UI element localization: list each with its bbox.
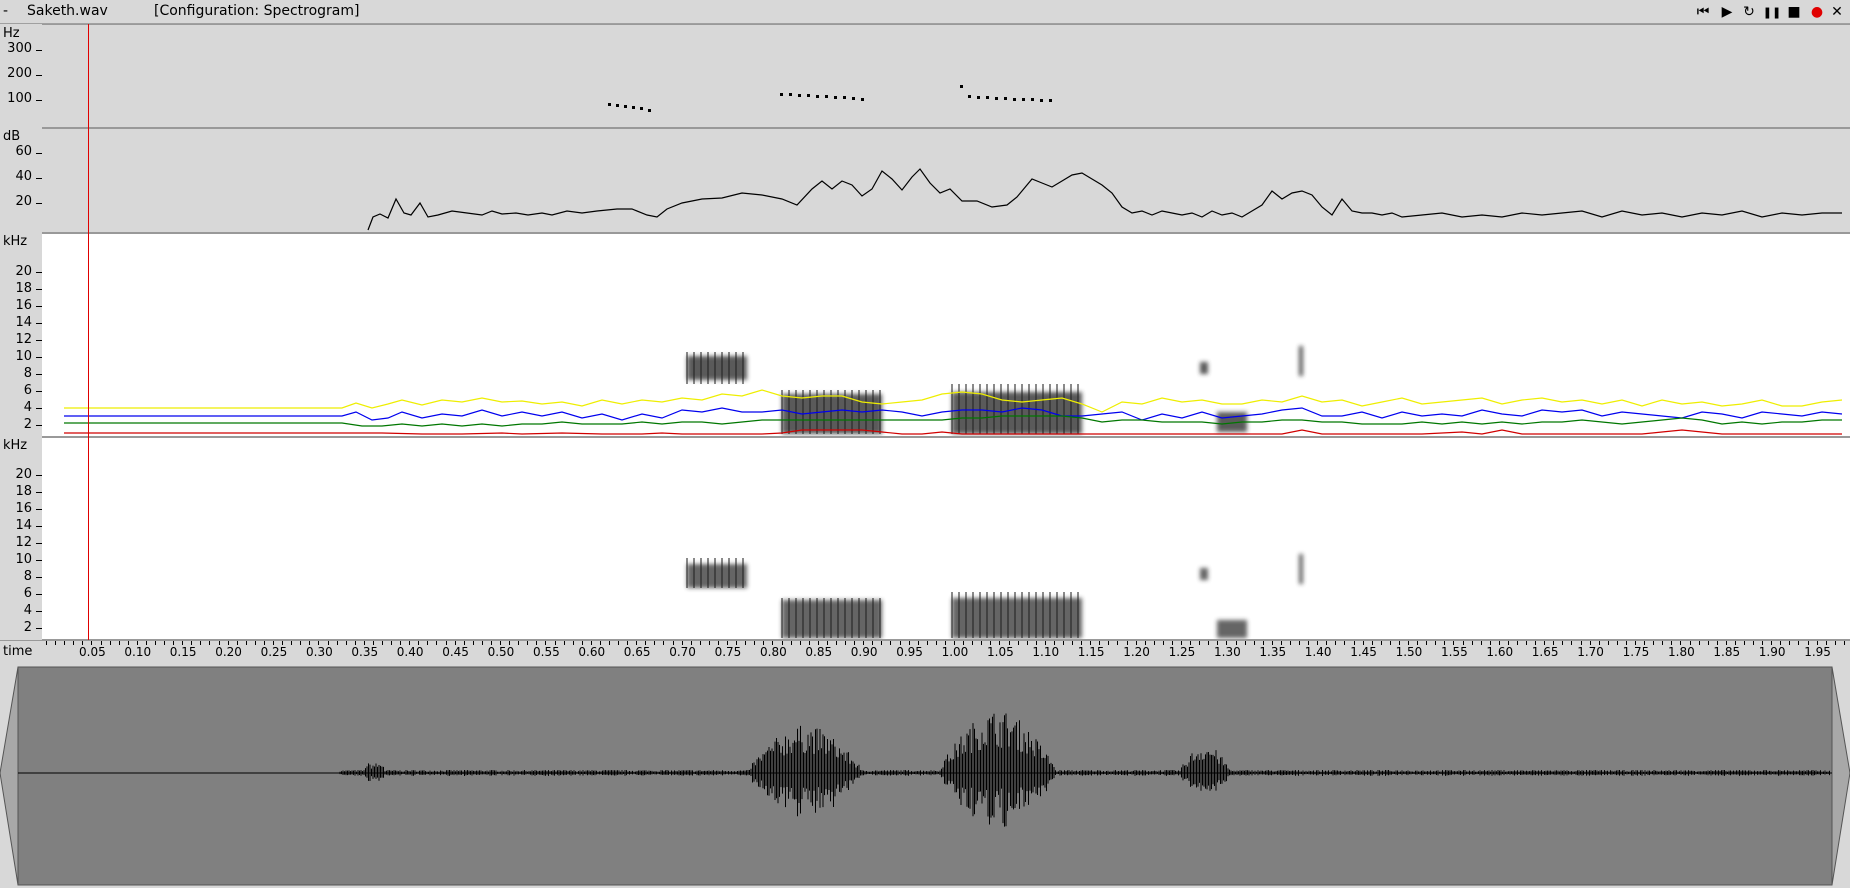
formant-panel: kHz 20 18 16 14 12 10 8 6 4 2 bbox=[0, 233, 1850, 437]
time-tick: 0.40 bbox=[396, 645, 424, 659]
spectrogram-tick: 8 bbox=[23, 569, 32, 584]
intensity-unit: dB bbox=[3, 129, 21, 144]
formant-unit: kHz bbox=[3, 234, 28, 249]
pause-icon[interactable]: ❚❚ bbox=[1762, 5, 1782, 19]
time-tick: 1.00 bbox=[941, 645, 969, 659]
formants-tick: 10 bbox=[15, 349, 32, 364]
time-axis-label: time bbox=[3, 644, 33, 659]
time-tick: 1.20 bbox=[1123, 645, 1150, 659]
record-icon[interactable]: ● bbox=[1810, 4, 1824, 20]
time-tick: 0.95 bbox=[896, 645, 923, 659]
title-bar: - Saketh.wav [Configuration: Spectrogram… bbox=[0, 0, 1850, 24]
intensity-tick: 40 bbox=[15, 169, 32, 184]
time-tick: 1.65 bbox=[1531, 645, 1559, 659]
spectrogram-unit: kHz bbox=[3, 438, 28, 453]
intensity-contour bbox=[367, 168, 1842, 231]
formants-tick: 18 bbox=[15, 281, 32, 296]
formant-spectrogram bbox=[64, 346, 1843, 435]
formants-tick: 16 bbox=[15, 298, 32, 313]
formants-tick: 8 bbox=[23, 366, 32, 381]
time-tick: 1.30 bbox=[1214, 645, 1241, 659]
spectrogram-tick: 20 bbox=[15, 467, 32, 482]
time-tick: 0.55 bbox=[533, 645, 560, 659]
time-tick: 0.85 bbox=[805, 645, 833, 659]
formants-tick: 6 bbox=[23, 383, 32, 398]
spectrogram-image bbox=[686, 554, 1303, 638]
pitch-contour bbox=[608, 85, 1052, 112]
skip-to-start-icon[interactable]: ⏮ bbox=[1696, 4, 1710, 20]
time-tick: 1.90 bbox=[1758, 645, 1786, 659]
time-tick: 1.85 bbox=[1713, 645, 1741, 659]
spectrogram-panel: kHz 20 18 16 14 12 10 8 6 4 2 bbox=[0, 437, 1850, 640]
cursor-line[interactable] bbox=[88, 24, 89, 640]
formants-tick: 2 bbox=[23, 417, 32, 432]
time-tick: 1.40 bbox=[1304, 645, 1332, 659]
time-tick: 1.15 bbox=[1077, 645, 1105, 659]
time-tick: 1.95 bbox=[1804, 645, 1831, 659]
time-tick: 0.60 bbox=[578, 645, 606, 659]
time-tick: 0.50 bbox=[487, 645, 515, 659]
spectrogram-tick: 6 bbox=[23, 586, 32, 601]
time-tick: 1.75 bbox=[1622, 645, 1650, 659]
spectrogram-tick: 14 bbox=[15, 518, 32, 533]
time-tick: 0.15 bbox=[169, 645, 197, 659]
spectrogram-tick: 12 bbox=[15, 535, 32, 550]
pitch-tick: 300 bbox=[7, 41, 32, 56]
pitch-tick: 200 bbox=[7, 66, 32, 81]
time-tick: 0.25 bbox=[260, 645, 288, 659]
window-menu-dash[interactable]: - bbox=[3, 3, 9, 19]
spectrogram-plot[interactable] bbox=[42, 437, 1850, 640]
time-tick: 0.10 bbox=[124, 645, 152, 659]
time-tick: 1.35 bbox=[1259, 645, 1287, 659]
time-tick: 0.45 bbox=[442, 645, 469, 659]
time-tick: 1.70 bbox=[1577, 645, 1604, 659]
pitch-panel: Hz 300 200 100 bbox=[0, 24, 1850, 128]
pitch-tick: 100 bbox=[7, 91, 32, 106]
scroll-right-arrow[interactable] bbox=[1831, 666, 1850, 886]
time-tick: 0.35 bbox=[351, 645, 379, 659]
spectrogram-tick: 10 bbox=[15, 552, 32, 567]
time-tick: 1.50 bbox=[1395, 645, 1423, 659]
time-tick: 1.45 bbox=[1350, 645, 1377, 659]
scroll-left-arrow[interactable] bbox=[0, 666, 19, 886]
time-tick: 0.20 bbox=[215, 645, 242, 659]
time-tick: 1.05 bbox=[987, 645, 1014, 659]
play-icon[interactable]: ▶ bbox=[1721, 4, 1733, 20]
intensity-plot[interactable] bbox=[42, 128, 1850, 233]
time-tick: 1.60 bbox=[1486, 645, 1514, 659]
intensity-tick: 60 bbox=[15, 144, 32, 159]
spectrogram-tick: 2 bbox=[23, 620, 32, 635]
pitch-plot[interactable] bbox=[42, 24, 1850, 128]
file-name: Saketh.wav bbox=[27, 3, 108, 19]
time-tick: 0.70 bbox=[669, 645, 696, 659]
loop-play-icon[interactable]: ↻ bbox=[1743, 4, 1755, 20]
formants-tick: 4 bbox=[23, 400, 32, 415]
formant-plot[interactable] bbox=[42, 233, 1850, 437]
intensity-panel: dB 60 40 20 bbox=[0, 128, 1850, 233]
pitch-unit: Hz bbox=[3, 26, 20, 41]
spectrogram-tick: 4 bbox=[23, 603, 32, 618]
intensity-tick: 20 bbox=[15, 194, 32, 209]
time-tick: 0.80 bbox=[760, 645, 787, 659]
time-tick: 0.05 bbox=[79, 645, 106, 659]
time-axis: time 0.05 0.10 0.15 0.20 0.25 0.30 0.35 0.40 0.4… bbox=[0, 640, 1850, 664]
formants-tick: 12 bbox=[15, 332, 32, 347]
formants-tick: 14 bbox=[15, 315, 32, 330]
spectrogram-tick: 18 bbox=[15, 484, 32, 499]
spectrogram-tick: 16 bbox=[15, 501, 32, 516]
formants-tick: 20 bbox=[15, 264, 32, 279]
close-icon[interactable]: ✕ bbox=[1831, 4, 1843, 20]
time-tick: 0.65 bbox=[623, 645, 651, 659]
time-tick: 1.55 bbox=[1441, 645, 1468, 659]
time-tick: 0.90 bbox=[850, 645, 878, 659]
waveform-overview bbox=[0, 663, 1850, 888]
configuration-label: [Configuration: Spectrogram] bbox=[154, 3, 360, 19]
waveform-area[interactable] bbox=[17, 666, 1833, 886]
time-tick: 0.30 bbox=[306, 645, 333, 659]
time-tick: 0.75 bbox=[714, 645, 742, 659]
time-tick: 1.25 bbox=[1168, 645, 1196, 659]
time-tick: 1.80 bbox=[1668, 645, 1695, 659]
stop-icon[interactable]: ■ bbox=[1787, 4, 1801, 20]
time-tick: 1.10 bbox=[1032, 645, 1060, 659]
